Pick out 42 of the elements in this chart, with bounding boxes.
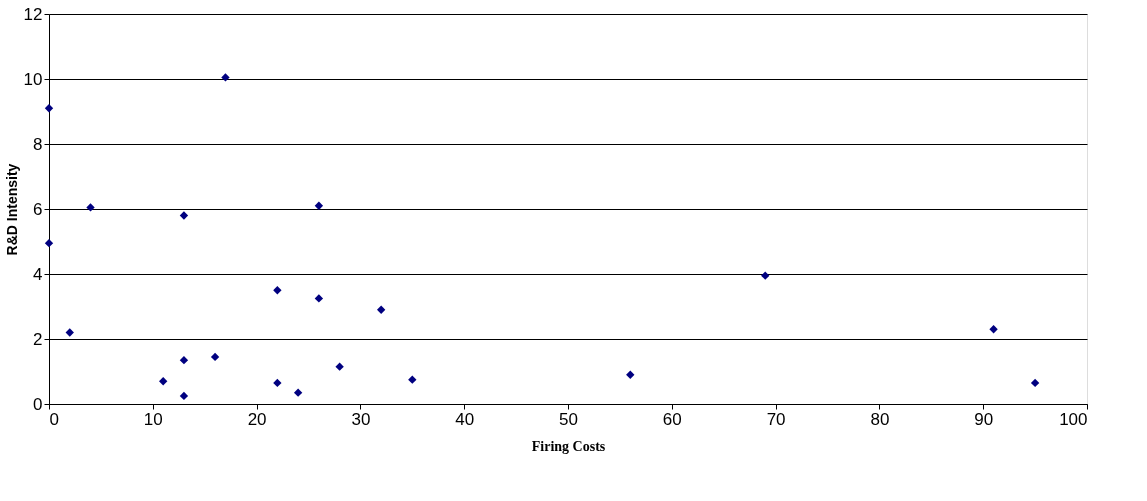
y-axis-title: R&D Intensity [3, 163, 20, 256]
point [626, 370, 635, 379]
point [376, 305, 386, 314]
x-tick-label: 60 [662, 409, 682, 429]
x-tick-label: 10 [143, 409, 163, 429]
point [273, 286, 282, 295]
x-tick-label: 90 [974, 409, 994, 429]
y-tick-label: 10 [23, 69, 43, 89]
point [314, 201, 324, 210]
point [159, 377, 168, 386]
x-tick-label: 40 [455, 409, 475, 429]
x-tick-label: 80 [870, 409, 890, 429]
point [408, 375, 417, 384]
point [273, 378, 282, 388]
point [761, 271, 770, 280]
point [179, 211, 189, 220]
point [314, 294, 324, 303]
y-tick-label: 2 [33, 329, 43, 349]
point [65, 328, 74, 337]
point [44, 104, 54, 113]
point [179, 355, 189, 365]
x-tick-label: 70 [766, 409, 786, 429]
point [221, 73, 230, 82]
y-tick-label: 8 [33, 134, 43, 154]
y-tick-label: 6 [33, 199, 43, 219]
point [1030, 378, 1040, 388]
point [179, 391, 189, 401]
x-axis-title: Firing Costs [531, 438, 606, 454]
y-tick-label: 12 [23, 4, 43, 24]
x-tick-label: 0 [49, 409, 59, 429]
x-tick-label: 20 [247, 409, 267, 429]
y-tick-label: 4 [33, 264, 43, 284]
point [86, 203, 95, 212]
point [335, 362, 344, 371]
y-tick-label: 0 [33, 394, 43, 414]
point [44, 238, 54, 248]
x-tick-label: 50 [559, 409, 578, 429]
x-tick-label: 100 [1059, 409, 1088, 429]
x-tick-label: 30 [351, 409, 371, 429]
point [989, 325, 998, 334]
point [210, 352, 220, 362]
point [293, 388, 303, 397]
